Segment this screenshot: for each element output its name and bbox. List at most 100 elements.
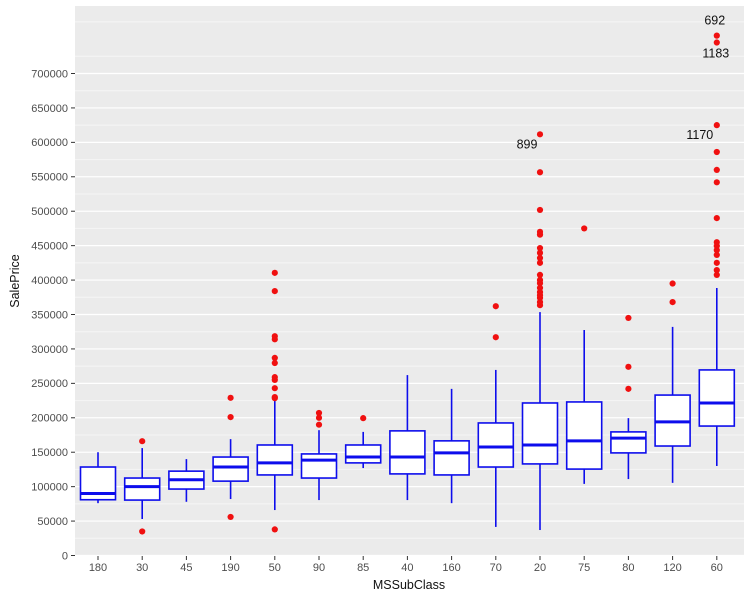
y-tick-label: 50000 bbox=[37, 516, 68, 528]
outlier-point bbox=[271, 376, 278, 384]
boxplot-160 bbox=[433, 388, 470, 504]
outlier-point bbox=[581, 225, 588, 232]
outlier-point bbox=[271, 269, 278, 276]
box bbox=[610, 431, 647, 454]
box bbox=[698, 369, 736, 427]
y-tick-label: 250000 bbox=[31, 378, 68, 390]
outlier-point bbox=[713, 166, 720, 173]
x-axis-title: MSSubClass bbox=[372, 578, 446, 592]
outlier-point bbox=[271, 395, 278, 402]
outlier-point bbox=[713, 122, 720, 129]
outlier-point bbox=[536, 254, 544, 262]
box bbox=[433, 440, 470, 476]
y-axis-title: SalePrice bbox=[8, 254, 22, 308]
box bbox=[212, 456, 249, 482]
boxplot-60 bbox=[698, 32, 736, 466]
x-tick-label: 120 bbox=[663, 562, 681, 574]
x-tick-label: 160 bbox=[442, 562, 460, 574]
boxplot-20 bbox=[521, 131, 559, 531]
box bbox=[389, 430, 426, 475]
outlier-point bbox=[227, 394, 234, 401]
outlier-point bbox=[315, 421, 323, 428]
x-tick-label: 80 bbox=[622, 562, 634, 574]
x-tick-label: 85 bbox=[357, 562, 369, 574]
outlier-point bbox=[271, 354, 278, 361]
outlier-point bbox=[315, 409, 323, 417]
outlier-point bbox=[536, 231, 544, 238]
outlier-point bbox=[536, 131, 544, 138]
outlier-point bbox=[669, 299, 676, 306]
box bbox=[477, 422, 515, 468]
box bbox=[256, 444, 294, 476]
outlier-point bbox=[271, 287, 278, 295]
boxplot-50 bbox=[256, 269, 294, 533]
outlier-point bbox=[492, 303, 499, 310]
outlier-point bbox=[713, 271, 720, 279]
x-tick-label: 45 bbox=[180, 562, 192, 574]
boxplot-190 bbox=[212, 394, 249, 521]
boxplot-180 bbox=[79, 452, 117, 504]
y-tick-label: 550000 bbox=[31, 172, 68, 184]
y-tick-label: 700000 bbox=[31, 68, 68, 80]
outlier-point bbox=[536, 259, 544, 266]
outlier-point bbox=[713, 259, 720, 266]
y-tick-label: 200000 bbox=[31, 413, 68, 425]
outlier-point bbox=[713, 32, 720, 39]
outlier-point bbox=[139, 438, 146, 445]
box bbox=[300, 453, 338, 479]
x-tick-label: 60 bbox=[711, 562, 723, 574]
outlier-point bbox=[625, 385, 632, 392]
boxplot-120 bbox=[654, 280, 691, 483]
outlier-point bbox=[625, 363, 632, 370]
outlier-point bbox=[713, 247, 720, 254]
outlier-point bbox=[271, 526, 278, 533]
boxplot-85 bbox=[344, 415, 382, 469]
x-tick-label: 75 bbox=[578, 562, 590, 574]
outlier-point bbox=[625, 314, 632, 322]
x-tick-label: 190 bbox=[221, 562, 239, 574]
outlier-point bbox=[271, 359, 278, 367]
outlier-point bbox=[271, 385, 278, 392]
outlier-annotation: 692 bbox=[704, 14, 725, 28]
y-tick-label: 600000 bbox=[31, 137, 68, 149]
y-tick-label: 0 bbox=[62, 550, 68, 562]
y-tick-label: 150000 bbox=[31, 447, 68, 459]
y-tick-label: 650000 bbox=[31, 103, 68, 115]
x-tick-label: 90 bbox=[313, 562, 325, 574]
outlier-point bbox=[536, 249, 544, 256]
x-tick-label: 30 bbox=[136, 562, 148, 574]
outlier-point bbox=[227, 413, 234, 421]
box bbox=[344, 444, 382, 464]
outlier-point bbox=[536, 244, 544, 252]
boxplot-45 bbox=[168, 459, 205, 502]
outlier-point bbox=[713, 179, 720, 186]
outlier-point bbox=[315, 414, 323, 421]
y-tick-label: 300000 bbox=[31, 344, 68, 356]
outlier-point bbox=[271, 336, 278, 343]
x-tick-label: 40 bbox=[401, 562, 413, 574]
box bbox=[123, 477, 161, 501]
outlier-point bbox=[536, 206, 544, 214]
x-tick-label: 70 bbox=[490, 562, 502, 574]
boxplot-70 bbox=[477, 303, 515, 527]
outlier-point bbox=[492, 334, 499, 341]
x-tick-label: 50 bbox=[269, 562, 281, 574]
box bbox=[565, 401, 603, 470]
boxplot-40 bbox=[389, 375, 426, 501]
y-tick-label: 350000 bbox=[31, 309, 68, 321]
outlier-point bbox=[669, 280, 676, 287]
outlier-point bbox=[713, 148, 720, 156]
y-tick-label: 500000 bbox=[31, 206, 68, 218]
y-tick-label: 450000 bbox=[31, 240, 68, 252]
outlier-point bbox=[227, 513, 234, 521]
outlier-point bbox=[139, 528, 146, 535]
outlier-point bbox=[536, 169, 544, 176]
outlier-point bbox=[713, 215, 720, 222]
x-tick-label: 20 bbox=[534, 562, 546, 574]
outlier-point bbox=[713, 251, 720, 259]
box bbox=[521, 402, 559, 465]
outlier-point bbox=[713, 39, 720, 46]
outlier-point bbox=[360, 415, 367, 422]
